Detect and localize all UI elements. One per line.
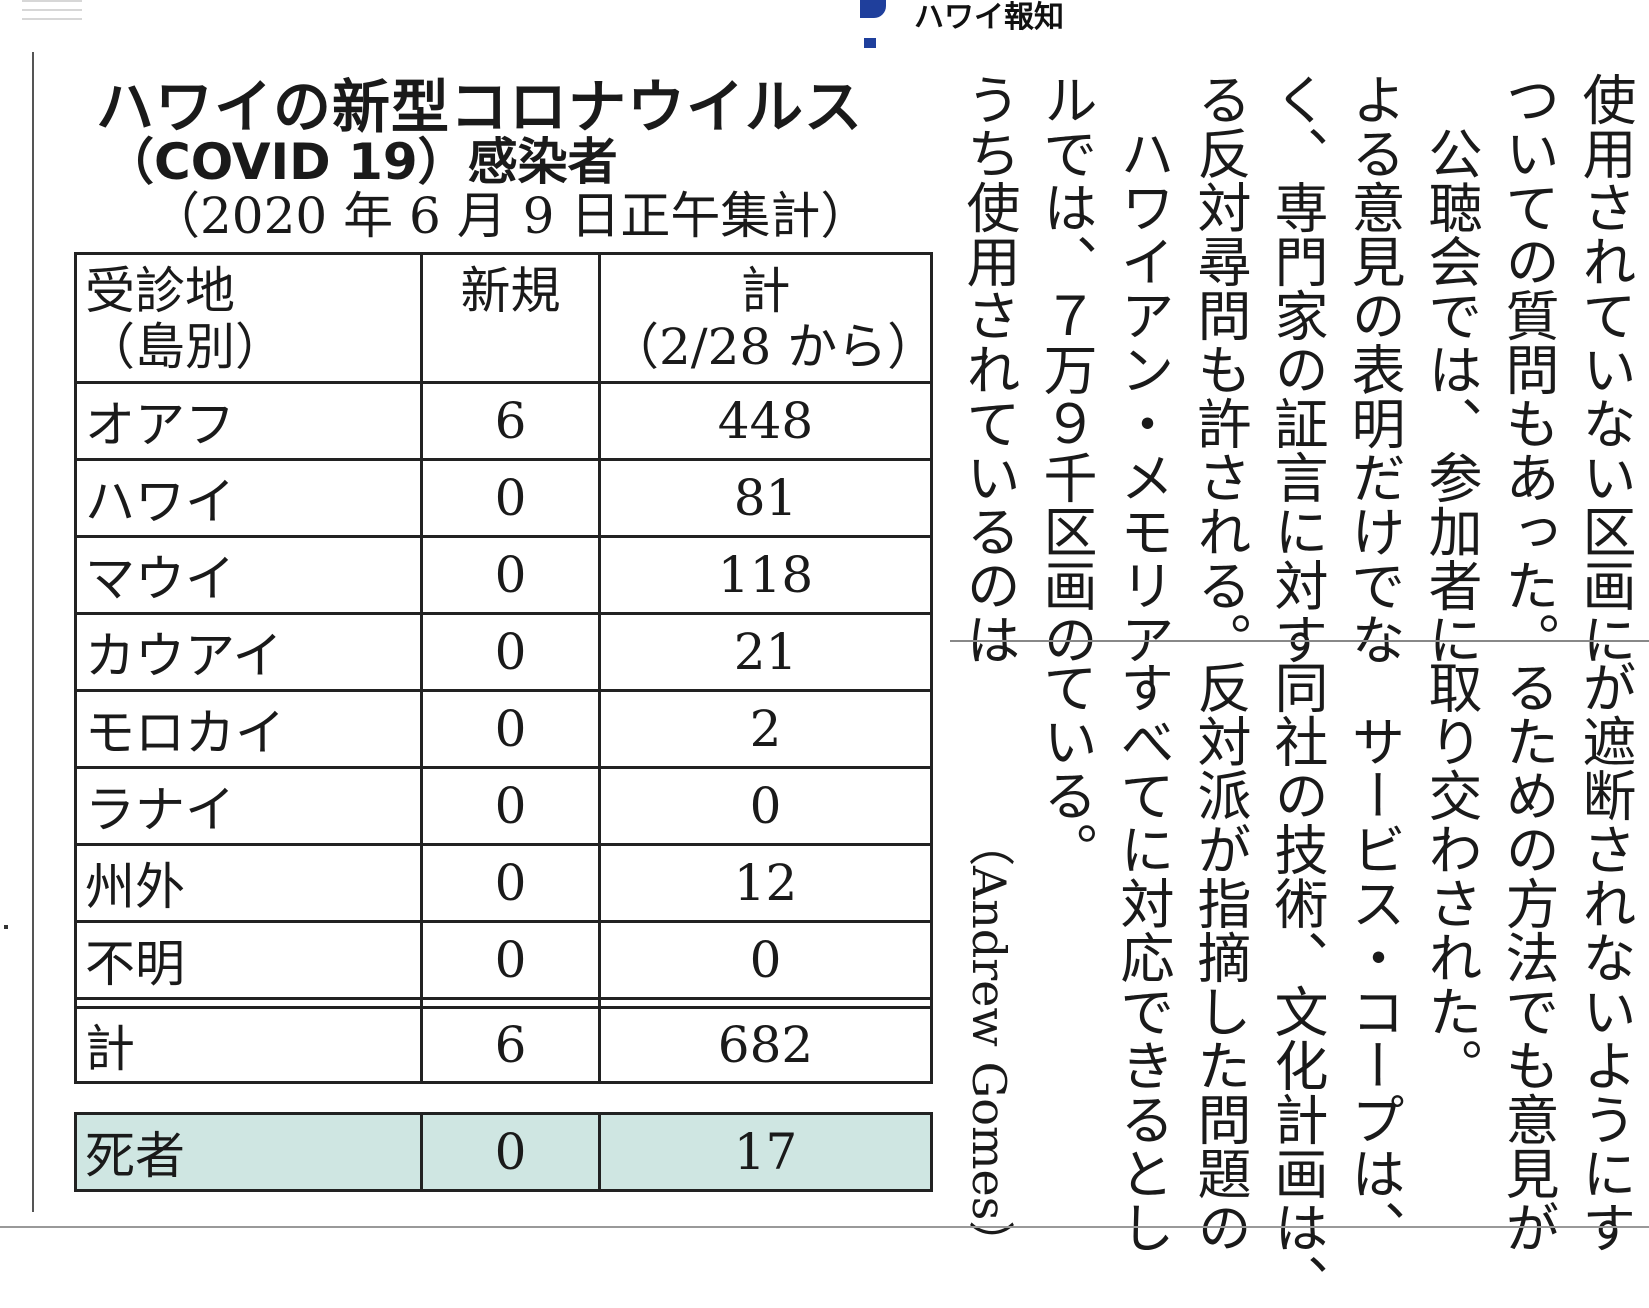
article-column: ている。 — [1034, 660, 1097, 876]
article-column: 公聴会では、参加者に — [1419, 72, 1482, 666]
article-column: るための方法でも意見が — [1496, 660, 1559, 1254]
table-row: 不明 0 0 — [74, 920, 933, 1000]
deaths-table: 死者 0 17 — [74, 1112, 933, 1192]
new-cell: 0 — [420, 689, 601, 769]
new-cell: 0 — [420, 920, 601, 1000]
table-date: （2020 年 6 月 9 日正午集計） — [150, 187, 871, 245]
total-cell: 118 — [598, 535, 933, 615]
island-cell: 不明 — [74, 920, 423, 1000]
new-cell: 0 — [420, 843, 601, 923]
total-cell: 21 — [598, 612, 933, 692]
logo-mark-icon — [860, 0, 900, 48]
table-title: ハワイの新型コロナウイルス — [96, 73, 864, 141]
logo-text: ハワイ報知 — [914, 0, 1064, 35]
island-cell: モロカイ — [74, 689, 423, 769]
deaths-label: 死者 — [74, 1112, 423, 1192]
new-cell: 0 — [420, 612, 601, 692]
article-column: すべてに対応できるとし — [1111, 660, 1174, 1254]
table-row: ラナイ 0 0 — [74, 766, 933, 846]
header-island-sub: （島別） — [85, 318, 285, 376]
article-column: く、専門家の証言に対す — [1265, 72, 1328, 666]
table-header-row: 受診地 （島別） 新規 計 （2/28 から） — [74, 252, 938, 384]
island-cell: ハワイ — [74, 458, 423, 538]
total-new: 6 — [420, 1006, 601, 1084]
article-column: ルでは、７万９千区画の — [1034, 72, 1097, 666]
newspaper-logo: ハワイ報知 — [860, 0, 1064, 52]
article-column: る反対尋問も許される。 — [1188, 72, 1251, 666]
island-cell: ラナイ — [74, 766, 423, 846]
header-total: 計 （2/28 から） — [598, 252, 938, 384]
header-island: 受診地 （島別） — [74, 252, 423, 384]
total-cell: 81 — [598, 458, 933, 538]
table-title-sub: （COVID 19）感染者 — [104, 133, 618, 191]
total-cell: 12 — [598, 843, 933, 923]
island-cell: オアフ — [74, 381, 423, 461]
new-cell: 0 — [420, 535, 601, 615]
total-cell: 0 — [598, 766, 933, 846]
article-column: 同社の技術、文化計画は、 — [1265, 660, 1328, 1308]
article-column: よる意見の表明だけでな — [1342, 72, 1405, 666]
column-divider — [32, 52, 34, 1212]
section-divider — [950, 640, 1649, 642]
bottom-border — [0, 1226, 1649, 1228]
island-cell: 州外 — [74, 843, 423, 923]
article-column: ハワイアン・メモリア — [1111, 72, 1174, 666]
menu-icon[interactable] — [22, 0, 82, 24]
total-label: 計 — [74, 1006, 423, 1084]
table-row: マウイ 0 118 — [74, 535, 933, 615]
total-cell: 448 — [598, 381, 933, 461]
author-credit: （Andrew Gomes） — [962, 820, 1016, 1267]
article-column: 反対派が指摘した問題の — [1188, 660, 1251, 1254]
article-column: 取り交わされた。 — [1419, 660, 1482, 1092]
article-column: サービス・コープは、 — [1342, 660, 1405, 1254]
header-island-label: 受診地 — [85, 262, 235, 320]
deaths-row: 死者 0 17 — [74, 1112, 933, 1192]
island-cell: カウアイ — [74, 612, 423, 692]
table-row: モロカイ 0 2 — [74, 689, 933, 769]
table-row: オアフ 6 448 — [74, 381, 933, 461]
total-row: 計 6 682 — [74, 1006, 933, 1084]
deaths-new: 0 — [420, 1112, 601, 1192]
header-total-label: 計 — [740, 262, 791, 320]
table-double-rule — [74, 997, 933, 1009]
new-cell: 0 — [420, 766, 601, 846]
article-column: 使用されていない区画に — [1573, 72, 1636, 666]
new-cell: 0 — [420, 458, 601, 538]
deaths-total: 17 — [598, 1112, 933, 1192]
table-row: カウアイ 0 21 — [74, 612, 933, 692]
article-column: うち使用されているのは — [957, 72, 1020, 666]
new-cell: 6 — [420, 381, 601, 461]
header-total-sub: （2/28 から） — [609, 318, 938, 376]
article-column: が遮断されないようにす — [1573, 660, 1636, 1254]
total-cell: 2 — [598, 689, 933, 769]
covid-table: 受診地 （島別） 新規 計 （2/28 から） オアフ 6 448 ハワイ 0 … — [74, 252, 938, 1084]
article-column: ついての質問もあった。 — [1496, 72, 1559, 666]
header-new: 新規 — [420, 252, 601, 384]
total-total: 682 — [598, 1006, 933, 1084]
island-cell: マウイ — [74, 535, 423, 615]
margin-mark — [4, 925, 8, 929]
table-row: ハワイ 0 81 — [74, 458, 933, 538]
table-row: 州外 0 12 — [74, 843, 933, 923]
total-cell: 0 — [598, 920, 933, 1000]
header-new-label: 新規 — [460, 262, 561, 320]
